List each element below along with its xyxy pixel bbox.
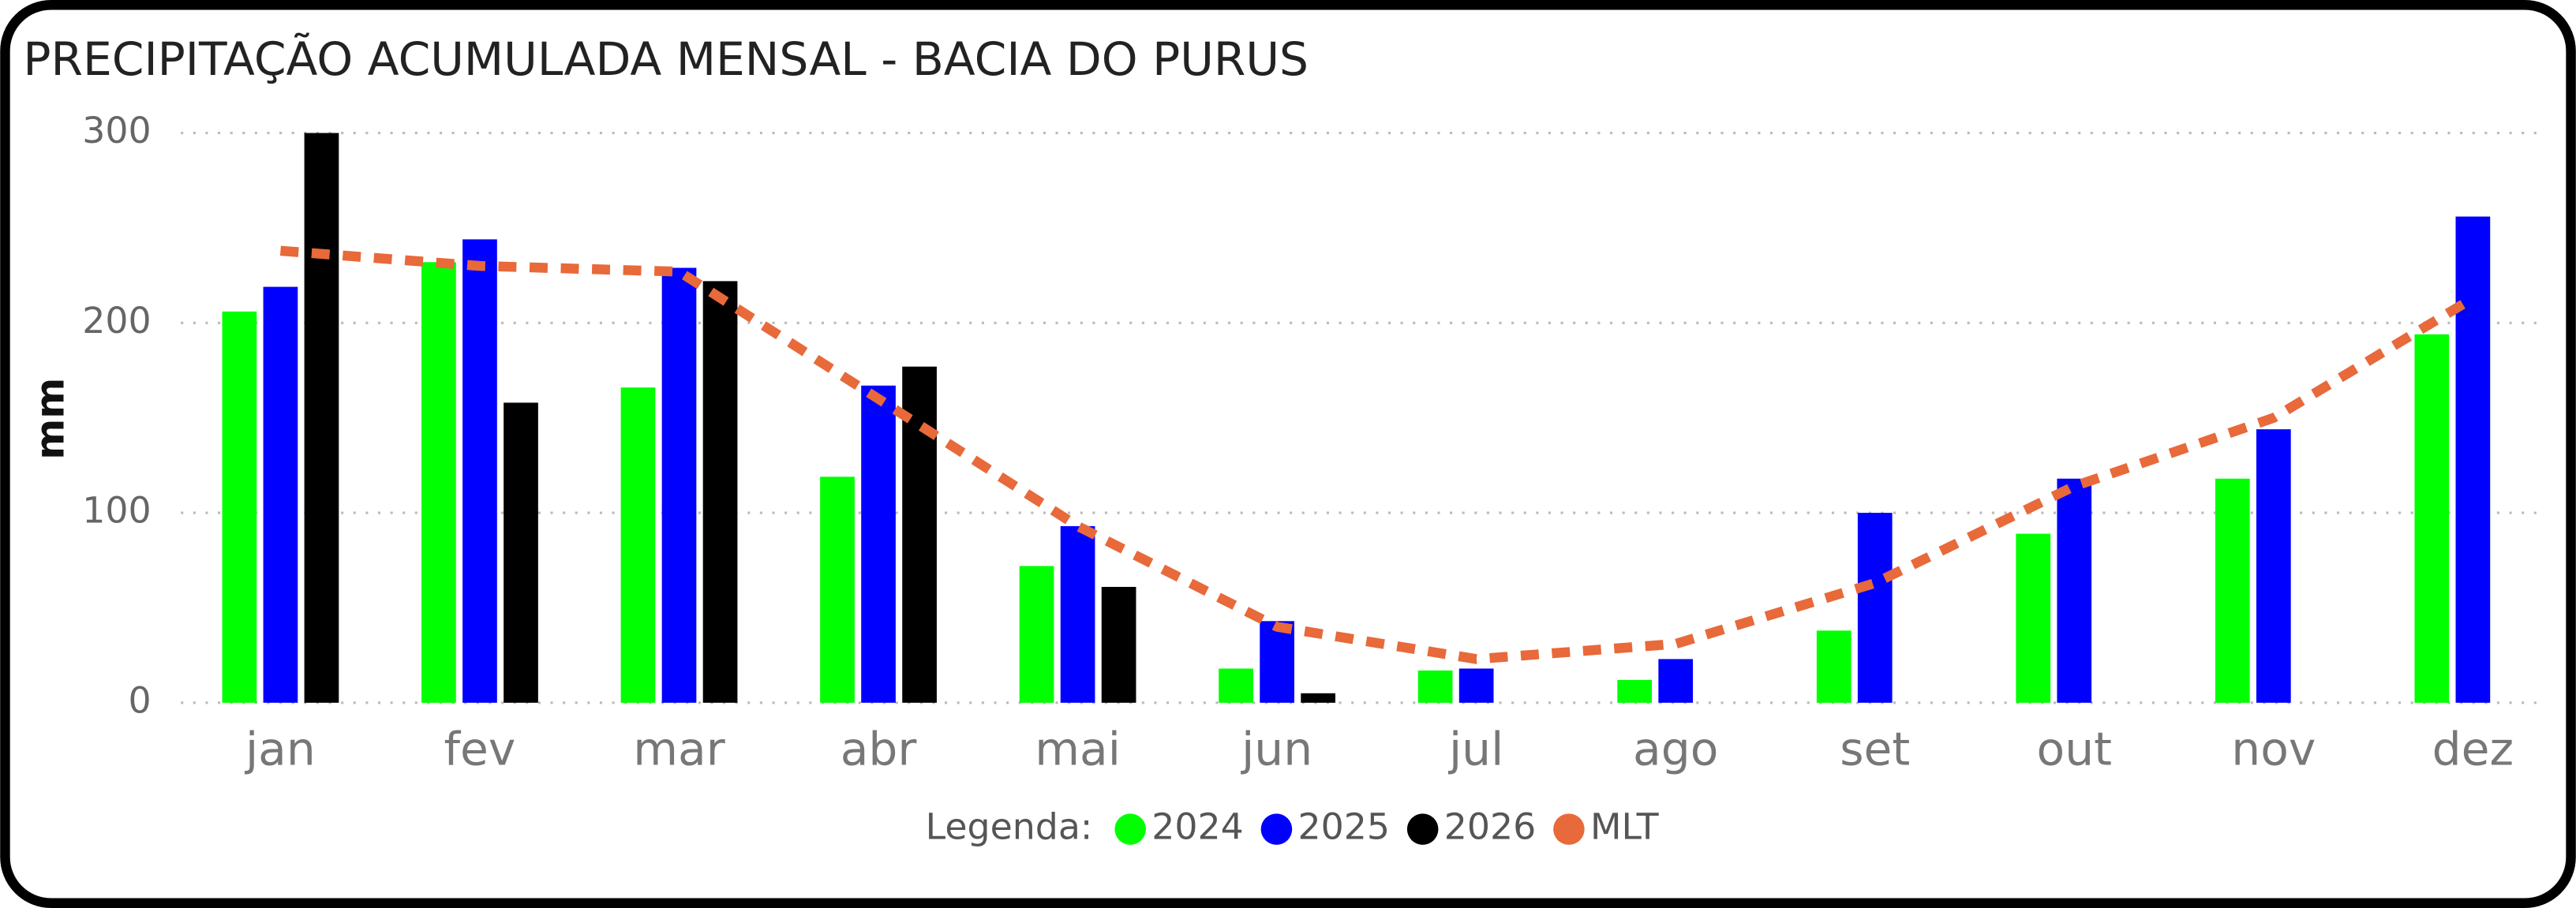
legend-label: 2026 bbox=[1444, 805, 1537, 848]
legend-label: MLT bbox=[1590, 805, 1660, 848]
bar bbox=[820, 476, 855, 703]
bar bbox=[462, 239, 497, 703]
bar bbox=[1260, 621, 1294, 703]
bar bbox=[661, 267, 697, 703]
bar bbox=[1857, 513, 1893, 703]
bar bbox=[1816, 630, 1852, 703]
x-tick-label: dez bbox=[2432, 722, 2514, 775]
bar bbox=[1417, 670, 1453, 703]
bar bbox=[1060, 525, 1095, 703]
bar bbox=[222, 311, 257, 703]
legend-swatch bbox=[1406, 813, 1439, 845]
line-series bbox=[279, 245, 2476, 664]
bar bbox=[620, 387, 656, 703]
x-tick-label: mai bbox=[1035, 722, 1121, 775]
legend-label: 2025 bbox=[1297, 805, 1390, 848]
y-tick-label: 200 bbox=[82, 299, 151, 342]
bar bbox=[1219, 668, 1253, 703]
bar bbox=[2215, 478, 2250, 703]
y-tick-label: 300 bbox=[82, 109, 151, 151]
legend-swatch bbox=[1114, 813, 1146, 845]
bar bbox=[1458, 668, 1494, 703]
bar bbox=[2455, 216, 2491, 703]
x-tick-label: nov bbox=[2231, 722, 2316, 775]
bar bbox=[2057, 478, 2092, 703]
bar bbox=[421, 262, 456, 703]
bar bbox=[304, 133, 339, 703]
x-tick-label: out bbox=[2037, 722, 2112, 775]
bar bbox=[2256, 429, 2291, 703]
y-tick-label: 100 bbox=[82, 489, 151, 532]
bar bbox=[1019, 566, 1054, 703]
legend-swatch bbox=[1553, 813, 1585, 845]
chart-title: PRECIPITAÇÃO ACUMULADA MENSAL - BACIA DO… bbox=[23, 32, 1309, 86]
bar bbox=[2414, 334, 2450, 703]
x-tick-label: set bbox=[1840, 722, 1910, 775]
bar bbox=[1301, 693, 1336, 703]
bar bbox=[263, 286, 298, 703]
bar bbox=[1101, 586, 1136, 703]
bar bbox=[1658, 659, 1694, 703]
x-tick-label: mar bbox=[633, 722, 724, 775]
y-axis-label: mm bbox=[27, 378, 73, 460]
y-tick-label: 0 bbox=[129, 678, 152, 721]
bar bbox=[702, 281, 738, 703]
bar bbox=[861, 385, 896, 703]
bar bbox=[1617, 679, 1653, 703]
x-tick-label: fev bbox=[444, 722, 516, 775]
x-tick-label: jun bbox=[1240, 722, 1312, 775]
x-tick-label: abr bbox=[841, 722, 917, 775]
x-tick-label: ago bbox=[1633, 722, 1718, 775]
x-tick-label: jan bbox=[244, 722, 316, 775]
x-tick-label: jul bbox=[1447, 722, 1503, 775]
bar bbox=[504, 402, 538, 703]
bar bbox=[2016, 533, 2051, 703]
legend-title: Legenda: bbox=[926, 805, 1093, 848]
legend-label: 2024 bbox=[1151, 805, 1244, 848]
legend-swatch bbox=[1260, 813, 1293, 845]
